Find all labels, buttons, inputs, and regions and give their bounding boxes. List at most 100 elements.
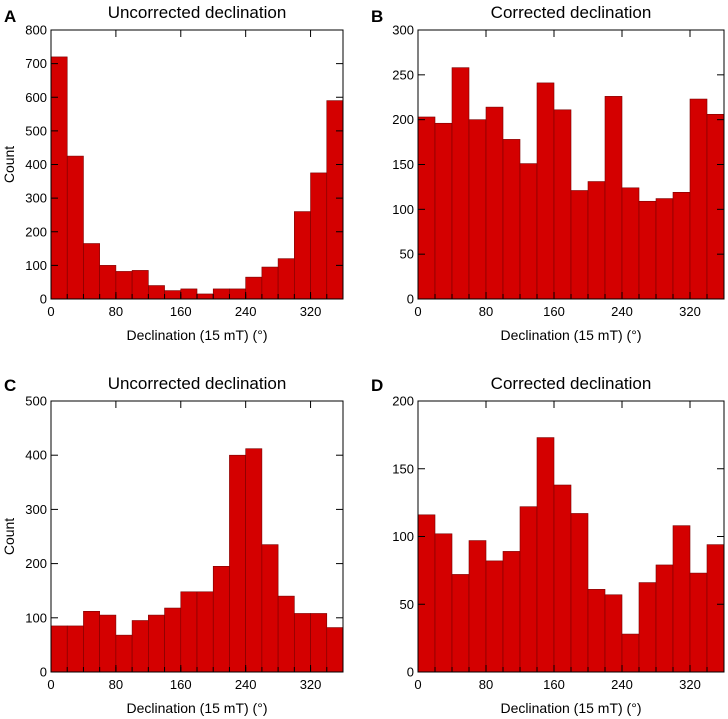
histogram-bar: [131, 270, 149, 300]
y-tick-label: 100: [392, 529, 414, 544]
x-tick-label: 0: [47, 304, 54, 319]
histogram-bar: [99, 265, 117, 300]
y-axis-label: Count: [1, 146, 17, 183]
histogram-bar: [519, 163, 538, 300]
y-tick-label: 0: [407, 292, 414, 307]
histogram-bar: [519, 506, 538, 673]
histogram-bar: [689, 98, 708, 300]
y-tick-label: 600: [25, 90, 47, 105]
y-tick-label: 700: [25, 56, 47, 71]
y-tick-label: 150: [392, 157, 414, 172]
y-tick-label: 150: [392, 461, 414, 476]
x-tick-label: 320: [300, 304, 322, 319]
y-tick-label: 0: [407, 665, 414, 680]
histogram-bar: [706, 113, 725, 300]
y-tick-label: 100: [25, 258, 47, 273]
y-tick-label: 300: [25, 502, 47, 517]
histogram-bar: [148, 614, 165, 673]
x-tick-label: 320: [679, 677, 701, 692]
histogram-bar: [485, 560, 504, 673]
histogram-bar: [196, 293, 214, 300]
histogram-bar: [196, 591, 214, 673]
panel-a: 0 80 160 240 320 0 100 200 300 400 500 600 700 800 Unc…: [1, 3, 344, 343]
x-tick-label: 160: [543, 677, 565, 692]
histogram-bar: [66, 625, 84, 673]
histogram-bar: [245, 276, 263, 300]
histogram-bar: [83, 243, 100, 300]
histogram-bar: [485, 106, 504, 300]
y-axis-label: Count: [1, 518, 17, 555]
y-tick-label: 50: [400, 597, 414, 612]
x-tick-label: 240: [611, 677, 633, 692]
histogram-bar: [50, 625, 68, 673]
x-tick-label: 320: [300, 677, 322, 692]
histogram-bar: [294, 613, 311, 673]
histogram-bar: [706, 544, 725, 673]
histogram-bar: [536, 437, 555, 673]
histogram-bar: [638, 582, 657, 673]
x-tick-label: 0: [414, 304, 421, 319]
histogram-bar: [417, 116, 436, 300]
histogram-bar: [326, 627, 344, 673]
x-tick-label: 320: [679, 304, 701, 319]
histogram-bar: [326, 100, 344, 300]
x-tick-label: 160: [170, 677, 192, 692]
histogram-bar: [434, 122, 453, 300]
x-tick-label: 80: [109, 677, 123, 692]
histogram-bar: [655, 198, 674, 300]
histogram-bar: [655, 564, 674, 673]
y-tick-label: 200: [25, 556, 47, 571]
histogram-bar: [502, 551, 521, 673]
y-tick-label: 0: [40, 292, 47, 307]
panel-title: Corrected declination: [491, 3, 652, 22]
x-tick-label: 80: [109, 304, 123, 319]
histogram-bar: [587, 181, 606, 300]
histogram-bar: [310, 172, 328, 300]
histogram-bar: [245, 448, 263, 673]
y-tick-label: 100: [25, 610, 47, 625]
histogram-bar: [99, 614, 117, 673]
y-tick-label: 50: [400, 247, 414, 262]
histogram-bar: [115, 271, 133, 300]
y-tick-label: 300: [25, 191, 47, 206]
histogram-bar: [261, 544, 279, 673]
panel-letter: C: [4, 376, 16, 395]
panel-letter: B: [371, 7, 383, 26]
x-tick-label: 0: [47, 677, 54, 692]
histogram-bar: [604, 594, 623, 673]
panel-b: 0 80 160 240 320 0 50 100 150 200 250 300 Corrected …: [371, 3, 725, 343]
histogram-bar: [115, 634, 133, 673]
histogram-bar: [451, 67, 470, 300]
panel-d: 0 80 160 240 320 0 50 100 150 200 Corrected declin…: [371, 374, 725, 716]
panel-title: Uncorrected declination: [108, 374, 287, 393]
x-axis-label: Declination (15 mT) (°): [127, 327, 268, 343]
y-tick-label: 250: [392, 67, 414, 82]
x-tick-label: 240: [235, 304, 257, 319]
panel-c: 0 80 160 240 320 0 100 200 300 400 500 Uncorrected …: [1, 374, 344, 716]
histogram-bar: [229, 454, 246, 673]
histogram-bar: [417, 514, 436, 673]
y-tick-label: 200: [25, 224, 47, 239]
x-tick-label: 240: [235, 677, 257, 692]
histogram-bar: [604, 96, 623, 300]
y-tick-label: 800: [25, 23, 47, 38]
histogram-bar: [468, 119, 487, 300]
panel-letter: D: [371, 376, 383, 395]
panel-title: Corrected declination: [491, 374, 652, 393]
histogram-bar: [468, 540, 487, 673]
x-axis-label: Declination (15 mT) (°): [501, 327, 642, 343]
histogram-bar: [536, 82, 555, 300]
histogram-bar: [672, 191, 691, 300]
histogram-bar: [229, 288, 246, 300]
y-tick-label: 300: [392, 23, 414, 38]
histogram-bar: [261, 266, 279, 300]
y-tick-label: 200: [392, 112, 414, 127]
histogram-bar: [148, 285, 165, 300]
histogram-bar: [587, 589, 606, 673]
x-axis-label: Declination (15 mT) (°): [127, 700, 268, 716]
x-tick-label: 240: [611, 304, 633, 319]
histogram-bar: [570, 190, 589, 300]
histogram-bar: [164, 607, 182, 673]
panel-letter: A: [4, 7, 16, 26]
